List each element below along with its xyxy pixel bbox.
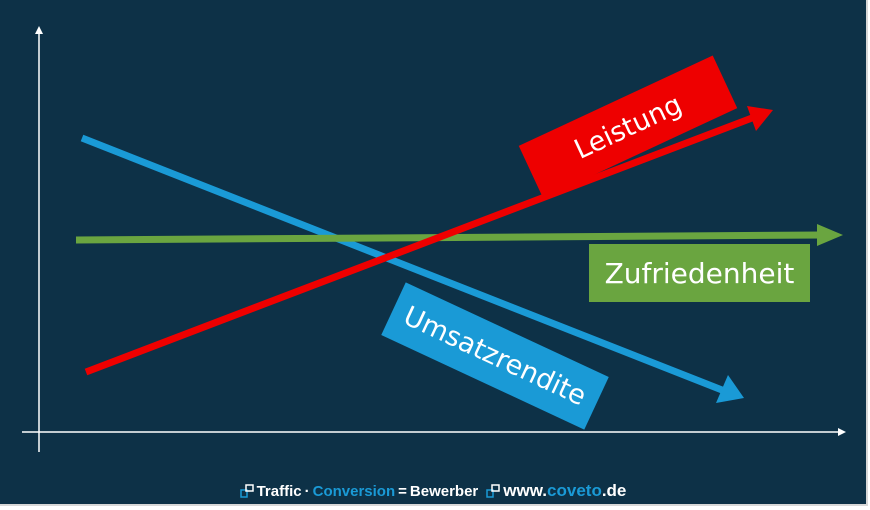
footer-dot: ·: [304, 482, 310, 500]
footer-branding: Traffic · Conversion = Bewerber www. cov…: [0, 478, 866, 504]
footer-url-tld: .de: [601, 481, 627, 500]
coveto-logo-icon-2: [486, 484, 501, 498]
leistung-arrowhead: [747, 106, 773, 131]
y-axis-arrowhead: [35, 26, 43, 34]
footer-conversion: Conversion: [312, 482, 396, 500]
footer-url-www: www.: [503, 481, 548, 500]
umsatzrendite-line: [80, 134, 724, 394]
footer-traffic: Traffic: [256, 482, 302, 500]
coveto-logo-icon: [239, 484, 254, 498]
zufriedenheit-arrowhead: [817, 224, 843, 246]
x-axis-arrowhead: [838, 428, 846, 436]
umsatzrendite-arrowhead: [716, 375, 744, 403]
footer-bewerber: Bewerber: [409, 482, 479, 500]
zufriedenheit-line: [75, 231, 823, 244]
footer-equals: =: [398, 482, 407, 500]
zufriedenheit-label-text: Zufriedenheit: [604, 256, 795, 290]
zufriedenheit-label: Zufriedenheit: [589, 244, 810, 302]
footer-url-domain: coveto: [547, 481, 602, 500]
leistung-line: [84, 114, 754, 376]
